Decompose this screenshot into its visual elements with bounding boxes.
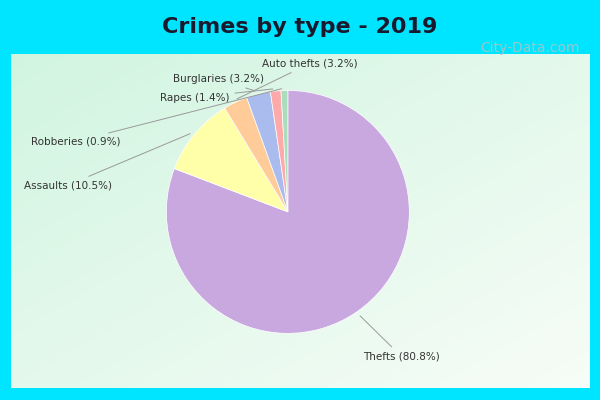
Text: Robberies (0.9%): Robberies (0.9%) xyxy=(31,89,281,146)
Text: Burglaries (3.2%): Burglaries (3.2%) xyxy=(173,74,263,91)
Wedge shape xyxy=(175,108,288,212)
Text: Rapes (1.4%): Rapes (1.4%) xyxy=(160,89,272,102)
Wedge shape xyxy=(281,90,288,212)
Text: Crimes by type - 2019: Crimes by type - 2019 xyxy=(163,17,437,37)
Text: Assaults (10.5%): Assaults (10.5%) xyxy=(24,134,190,190)
Text: Auto thefts (3.2%): Auto thefts (3.2%) xyxy=(237,58,358,99)
Wedge shape xyxy=(271,91,288,212)
Text: Thefts (80.8%): Thefts (80.8%) xyxy=(360,316,440,362)
Wedge shape xyxy=(166,90,409,333)
Wedge shape xyxy=(247,92,288,212)
Text: City-Data.com: City-Data.com xyxy=(480,41,580,55)
Wedge shape xyxy=(225,98,288,212)
